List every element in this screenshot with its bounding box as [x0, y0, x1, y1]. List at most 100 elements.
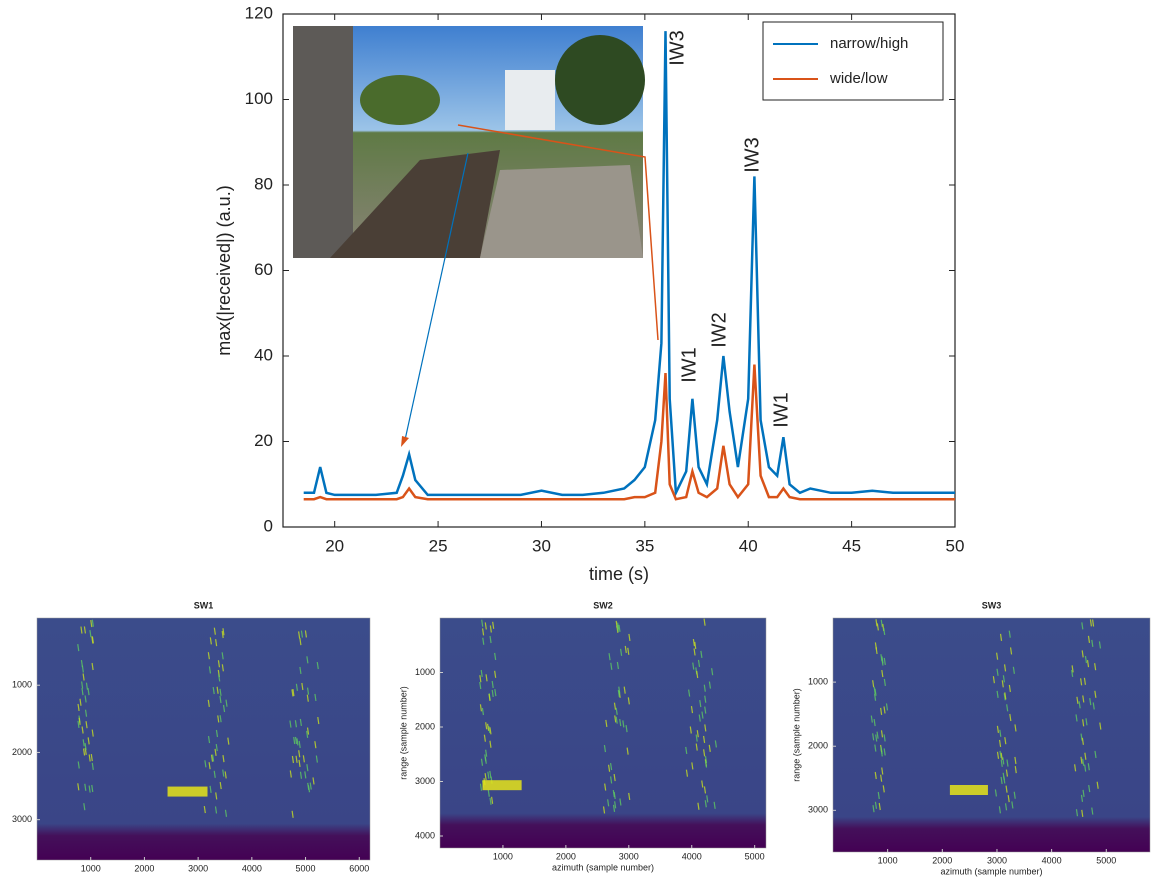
y-tick-label: 2000: [12, 747, 32, 757]
streak: [212, 686, 215, 695]
streak: [486, 723, 490, 731]
streak: [996, 725, 1000, 733]
y-tick-label: 80: [254, 174, 273, 193]
streak: [1009, 647, 1013, 655]
streak: [1084, 752, 1087, 760]
x-tick-label: 40: [739, 536, 758, 555]
streak: [494, 652, 497, 661]
streak: [696, 670, 699, 679]
streak: [874, 771, 877, 780]
streak: [1000, 759, 1003, 767]
streak: [607, 764, 611, 772]
streak: [295, 683, 299, 691]
streak: [693, 648, 696, 656]
streak: [480, 669, 483, 678]
streak: [883, 748, 886, 756]
streak: [209, 637, 212, 645]
streak: [84, 709, 88, 717]
streak: [317, 716, 320, 725]
streak: [698, 714, 701, 722]
streak: [605, 719, 608, 728]
streak: [479, 675, 482, 683]
streak: [81, 726, 84, 734]
streak: [293, 736, 296, 745]
x-tick-label: 30: [532, 536, 551, 555]
annotation: IW1: [678, 347, 700, 383]
streak: [703, 786, 707, 794]
streak: [219, 695, 222, 704]
streak: [299, 666, 302, 675]
streak: [883, 627, 886, 636]
x-tick-label: 3000: [188, 863, 208, 873]
streak: [699, 699, 702, 708]
streak: [703, 684, 706, 692]
streak: [877, 791, 880, 800]
streak: [87, 737, 90, 745]
streak: [1012, 666, 1015, 674]
annotation: IW3: [666, 30, 688, 66]
streak: [77, 720, 80, 728]
streak: [81, 681, 84, 689]
streak: [204, 760, 207, 768]
photo-plaza: [480, 165, 643, 258]
streak: [91, 762, 94, 770]
streak: [1014, 766, 1017, 774]
streak: [211, 754, 215, 762]
streak: [494, 670, 497, 678]
y-tick-label: 0: [264, 516, 273, 535]
streak: [627, 647, 630, 655]
streak: [222, 755, 225, 763]
streak: [1000, 752, 1003, 760]
streak: [489, 625, 492, 633]
streak: [618, 624, 621, 632]
streak: [706, 795, 709, 803]
streak: [312, 777, 315, 785]
streak: [80, 626, 83, 634]
streak: [608, 653, 611, 661]
streak: [1003, 693, 1006, 701]
streak: [613, 791, 616, 800]
y-tick-label: 3000: [12, 814, 32, 824]
streak: [88, 754, 91, 762]
streak: [479, 704, 483, 712]
streak: [1001, 680, 1004, 688]
photo-building: [505, 70, 555, 130]
streak: [1078, 701, 1081, 709]
streak: [221, 652, 224, 660]
streak: [1004, 803, 1008, 811]
y-tick-label: 2000: [415, 721, 435, 731]
streak: [875, 619, 878, 627]
streak: [701, 711, 704, 719]
streak: [88, 785, 91, 793]
streak: [488, 726, 491, 734]
streak: [626, 747, 629, 755]
streak: [298, 740, 301, 749]
streak: [314, 741, 317, 749]
streak: [695, 734, 698, 742]
streak: [1076, 696, 1079, 704]
streak: [882, 785, 885, 793]
streak: [883, 706, 886, 714]
streak: [1000, 776, 1003, 785]
streak: [615, 707, 618, 715]
streak: [881, 669, 884, 678]
streak: [304, 771, 307, 779]
streak: [1089, 619, 1093, 627]
streak: [1011, 801, 1014, 809]
streak: [84, 783, 87, 791]
streak: [299, 638, 302, 646]
photo-balcony: [330, 150, 500, 258]
streak: [876, 731, 879, 739]
streak: [219, 781, 222, 790]
streak: [700, 650, 703, 658]
frame: [439, 617, 767, 849]
streak: [295, 755, 298, 763]
streak: [1006, 759, 1009, 767]
streak: [217, 660, 221, 668]
annotation: IW2: [708, 312, 730, 348]
streak: [619, 798, 622, 806]
hot-spot: [949, 785, 988, 796]
pointer: [404, 152, 469, 441]
streak: [484, 754, 487, 762]
streak: [1083, 677, 1087, 685]
